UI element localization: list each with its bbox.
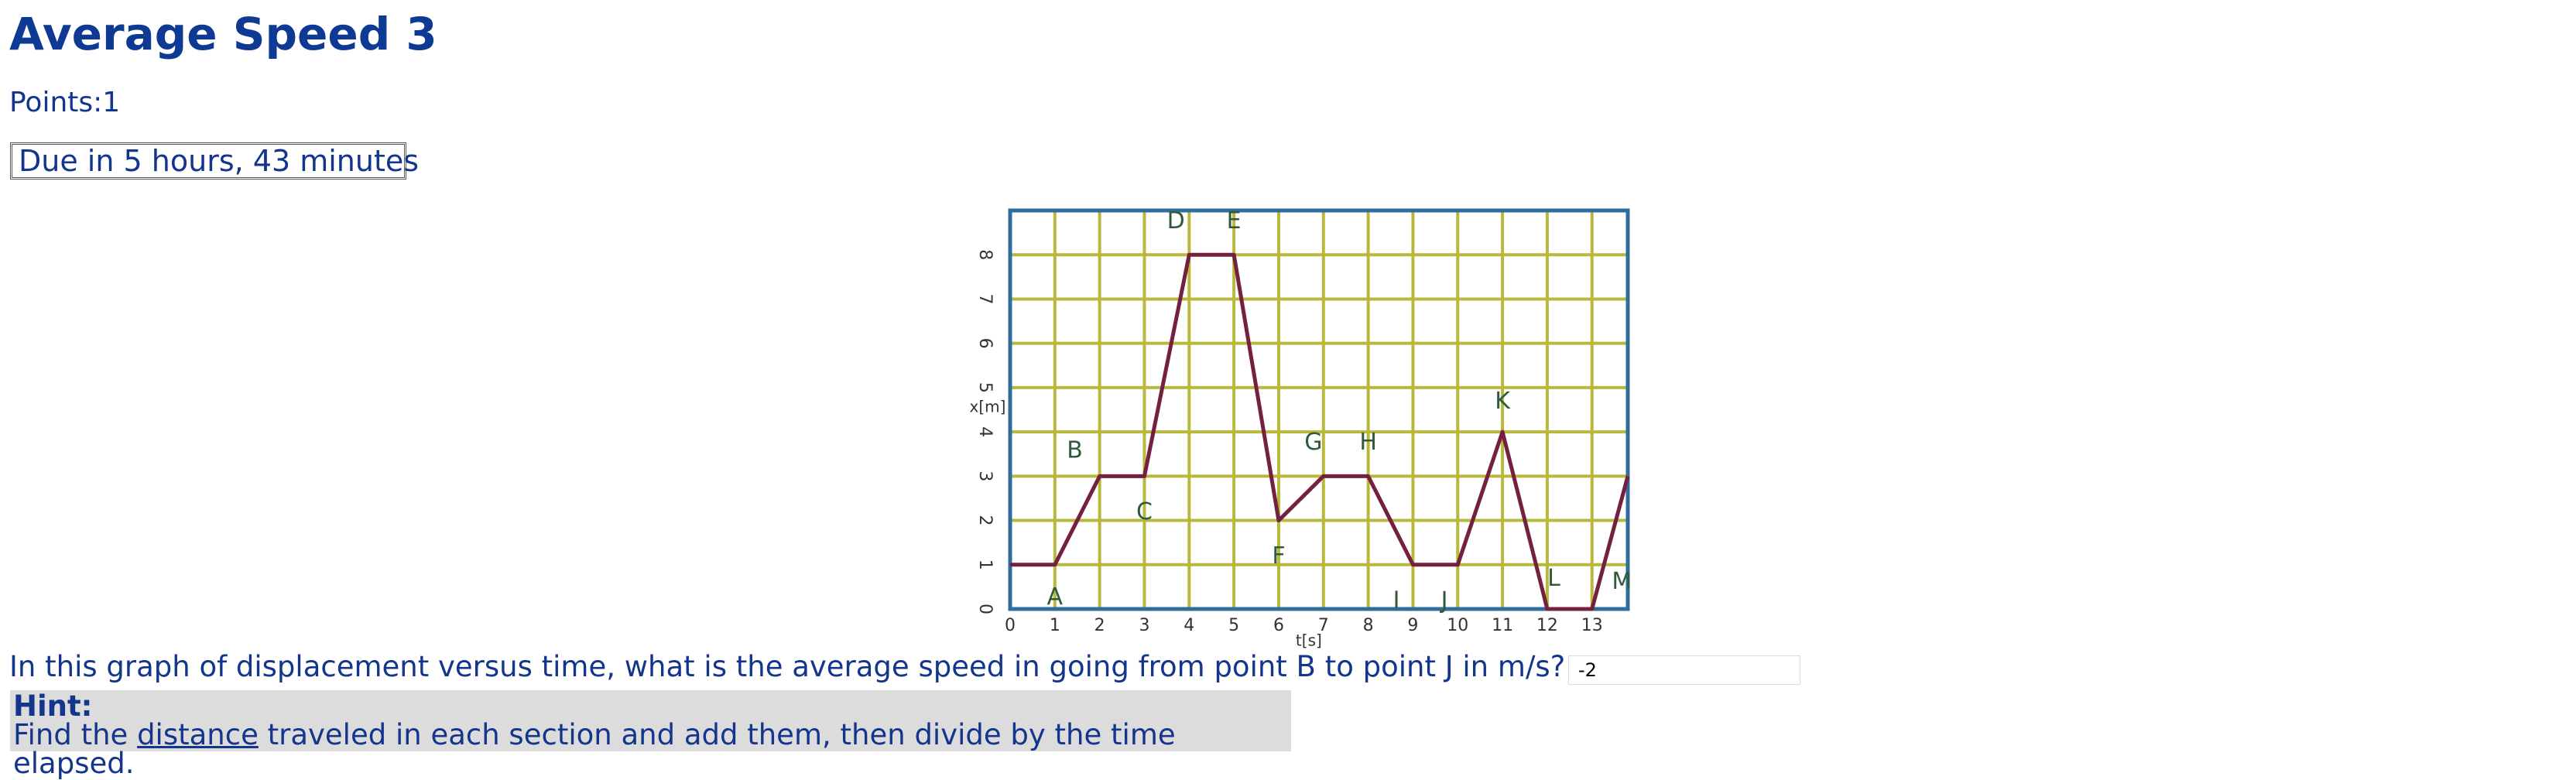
x-tick-label: 0 bbox=[1005, 616, 1016, 635]
y-tick-label: 6 bbox=[975, 338, 995, 349]
plot-frame bbox=[1008, 208, 1630, 611]
y-tick-label: 3 bbox=[975, 470, 995, 481]
point-label: M bbox=[1612, 568, 1632, 595]
answer-input[interactable]: -2 bbox=[1568, 655, 1800, 685]
x-tick-label: 10 bbox=[1447, 616, 1468, 635]
point-label: H bbox=[1359, 429, 1377, 456]
x-tick-label: 9 bbox=[1407, 616, 1418, 635]
point-label: E bbox=[1227, 207, 1242, 234]
x-tick-label: 8 bbox=[1363, 616, 1374, 635]
point-label: D bbox=[1167, 207, 1185, 234]
hint-link[interactable]: distance bbox=[137, 718, 259, 751]
y-tick-label: 0 bbox=[975, 604, 995, 614]
y-axis-label: x[m] bbox=[970, 398, 1006, 416]
points: Points:1 bbox=[9, 87, 120, 118]
y-tick-label: 5 bbox=[975, 382, 995, 393]
points-label: Points: bbox=[9, 87, 103, 118]
x-tick-label: 5 bbox=[1228, 616, 1239, 635]
point-label: I bbox=[1393, 587, 1400, 614]
due-date: Due in 5 hours, 43 minutes bbox=[10, 142, 419, 180]
point-label: L bbox=[1547, 565, 1560, 592]
y-tick-label: 7 bbox=[975, 293, 995, 304]
y-tick-label: 2 bbox=[975, 515, 995, 526]
x-axis-label: t[s] bbox=[1296, 631, 1322, 650]
points-value: 1 bbox=[102, 87, 121, 118]
x-tick-label: 7 bbox=[1318, 616, 1329, 635]
question: In this graph of displacement versus tim… bbox=[9, 650, 1566, 683]
x-tick-label: 13 bbox=[1581, 616, 1603, 635]
x-tick-label: 6 bbox=[1273, 616, 1284, 635]
title: Average Speed 3 bbox=[9, 8, 437, 60]
line bbox=[1010, 252, 1630, 611]
hint-text: traveled in each section and add them, t… bbox=[13, 718, 1176, 780]
x-tick-label: 2 bbox=[1094, 616, 1105, 635]
page: Average Speed 3 Points:1 Due in 5 hours,… bbox=[9, 8, 1800, 778]
x-tick-label: 11 bbox=[1492, 616, 1513, 635]
point-label: F bbox=[1272, 542, 1285, 570]
point-label: C bbox=[1136, 498, 1153, 525]
hint-title: Hint: bbox=[13, 689, 93, 723]
x-tick-label: 1 bbox=[1050, 616, 1060, 635]
x-tick-label: 4 bbox=[1184, 616, 1194, 635]
y-tick-label: 8 bbox=[975, 249, 995, 260]
point-label: B bbox=[1067, 437, 1083, 464]
y-tick-label: 4 bbox=[975, 426, 995, 437]
point-label: G bbox=[1304, 429, 1322, 456]
point-label: J bbox=[1440, 587, 1448, 614]
hint-text: Find the bbox=[13, 718, 138, 751]
x-tick-label: 3 bbox=[1139, 616, 1149, 635]
point-label: A bbox=[1047, 583, 1064, 611]
x-tick-label: 12 bbox=[1536, 616, 1558, 635]
point-label: K bbox=[1495, 388, 1511, 415]
y-tick-label: 1 bbox=[975, 559, 995, 570]
hint: Hint: Find the distance traveled in each… bbox=[10, 689, 1291, 778]
